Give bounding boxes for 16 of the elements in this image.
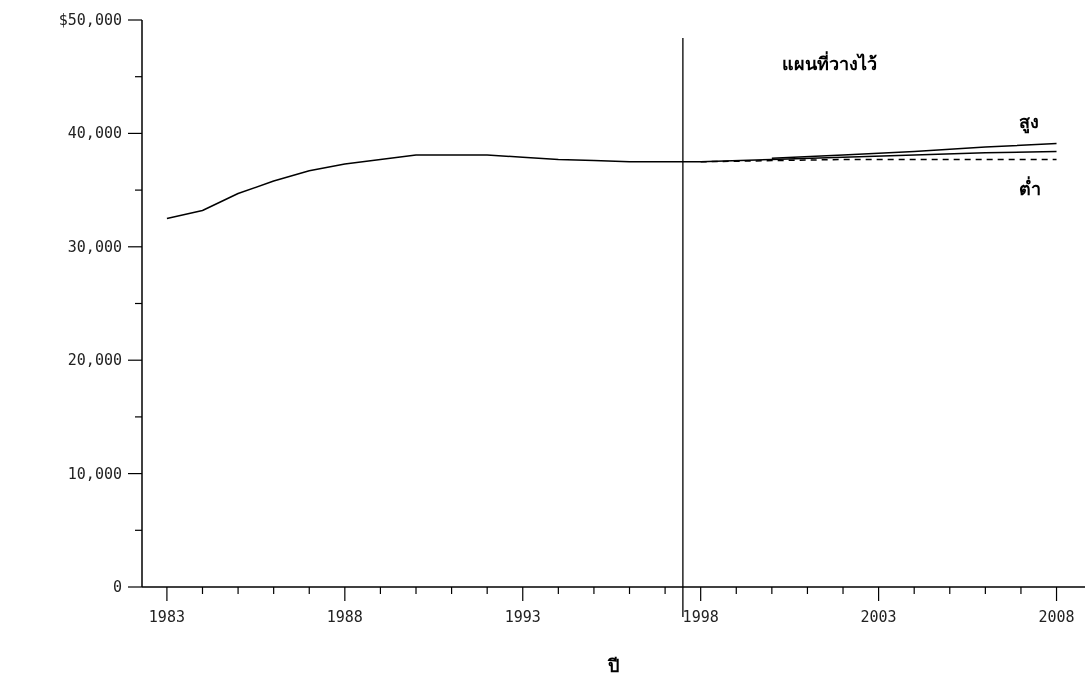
y-tick-label: 10,000	[67, 464, 122, 483]
y-tick-label: 20,000	[67, 351, 122, 370]
annotation: แผนที่วางไว้	[782, 51, 877, 74]
y-tick-label: 30,000	[67, 237, 122, 256]
y-tick-label: 0	[112, 578, 122, 596]
x-tick-label: 2008	[1038, 608, 1075, 626]
y-tick-label: $50,000	[58, 11, 122, 29]
x-tick-label: 1993	[504, 608, 541, 626]
x-tick-label: 1998	[682, 608, 719, 626]
x-tick-label: 1988	[326, 608, 363, 626]
x-tick-label: 2003	[860, 608, 897, 626]
series-label: ต่ำ	[1018, 176, 1041, 200]
x-tick-label: 1983	[148, 608, 185, 626]
y-tick-label: 40,000	[67, 124, 122, 143]
x-axis-title: ปี	[607, 655, 619, 676]
series-label: สูง	[1018, 110, 1039, 134]
